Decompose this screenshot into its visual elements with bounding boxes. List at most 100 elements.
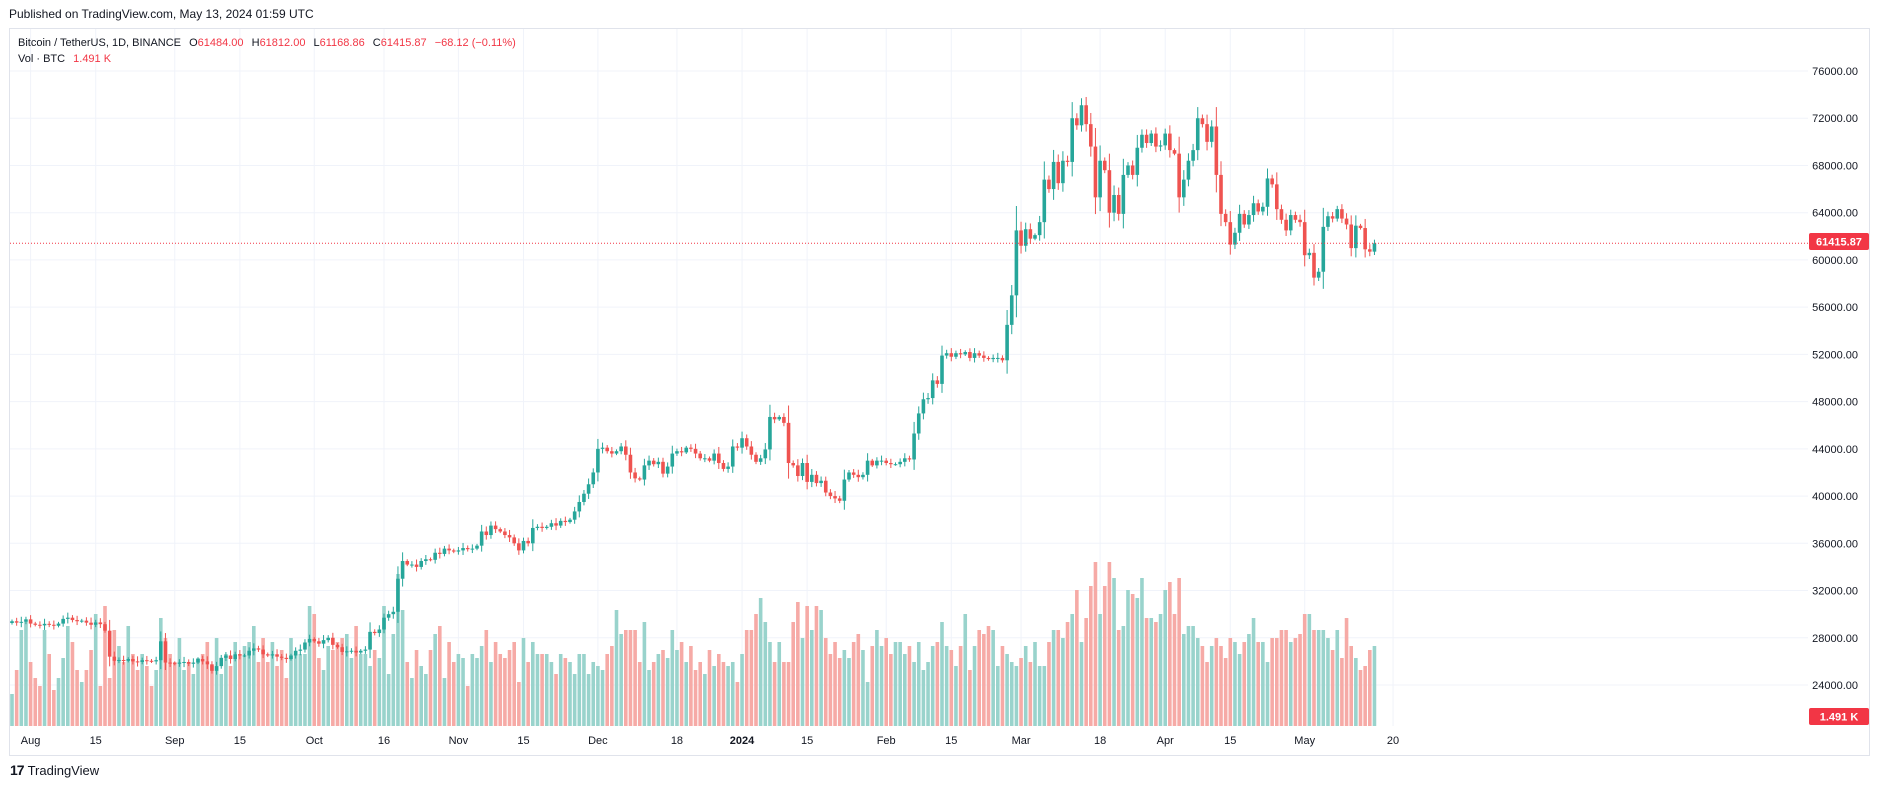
candle-body <box>633 472 637 479</box>
candle-body <box>703 458 707 460</box>
volume-bar <box>814 606 819 726</box>
volume-bar <box>1098 614 1102 726</box>
volume-bar <box>768 642 772 726</box>
volume-bar <box>717 654 721 726</box>
time-tick-label: Mar <box>1012 735 1031 747</box>
candle-body <box>772 416 777 420</box>
volume-bar <box>1200 646 1205 726</box>
volume-bar <box>19 630 24 726</box>
volume-bar <box>1251 618 1256 726</box>
candle-body <box>656 461 661 465</box>
volume-bar <box>205 642 210 726</box>
volume-bar <box>1014 666 1019 726</box>
volume-bar <box>396 574 400 726</box>
candle-body <box>279 656 284 658</box>
candle-body <box>884 460 888 464</box>
symbol-legend: Bitcoin / TetherUS, 1D, BINANCE O61484.0… <box>18 35 516 67</box>
volume-bar <box>563 658 568 726</box>
high-label: H <box>251 37 260 49</box>
volume-bar <box>842 650 847 726</box>
volume-bar <box>507 650 512 726</box>
candle-body <box>800 463 805 477</box>
candle-body <box>228 655 233 660</box>
candle-body <box>651 460 656 465</box>
candle-body <box>317 641 321 644</box>
candle-body <box>103 624 107 631</box>
volume-bar <box>265 662 270 726</box>
volume-bar <box>1051 630 1056 726</box>
candle-body <box>572 511 577 520</box>
low-label: L <box>313 37 320 49</box>
volume-bar <box>954 666 958 726</box>
price-candles <box>10 96 1377 675</box>
volume-bar <box>512 642 516 726</box>
volume-bar <box>930 646 935 726</box>
candle-body <box>247 650 251 656</box>
volume-bar <box>1065 622 1070 726</box>
volume-bar <box>10 694 14 726</box>
candle-body <box>1326 216 1330 227</box>
candle-body <box>577 501 582 512</box>
volume-bar <box>172 662 177 726</box>
time-tick-label: Sep <box>165 735 185 747</box>
tradingview-footer[interactable]: 17 TradingView <box>10 762 99 778</box>
volume-bar <box>33 678 38 726</box>
volume-bar <box>503 658 507 726</box>
volume-bar <box>1089 586 1093 726</box>
candle-body <box>1019 230 1023 246</box>
last-price-badge-label: 61415.87 <box>1816 237 1862 249</box>
volume-bar <box>461 658 465 726</box>
volume-bar <box>52 690 56 726</box>
candle-body <box>963 352 968 355</box>
candle-body <box>735 446 740 448</box>
candle-body <box>79 620 84 622</box>
volume-bar <box>493 642 498 726</box>
candle-body <box>521 540 526 551</box>
candle-body <box>754 454 758 462</box>
published-caption: Published on TradingView.com, May 13, 20… <box>9 7 314 21</box>
volume-bar <box>1265 662 1270 726</box>
candle-body <box>1191 150 1195 161</box>
candle-body <box>610 451 614 454</box>
volume-bar <box>224 654 228 726</box>
candle-body <box>540 526 544 528</box>
volume-bar <box>447 642 451 726</box>
last-volume-badge-label: 1.491 K <box>1820 712 1859 724</box>
volume-bar <box>721 662 726 726</box>
volume-bar <box>1028 662 1033 726</box>
candle-body <box>372 631 377 634</box>
candle-body <box>1144 134 1149 144</box>
candle-body <box>61 618 65 624</box>
candle-body <box>154 660 158 662</box>
volume-bar <box>400 610 405 726</box>
low-value: 61168.86 <box>319 37 365 49</box>
volume-bar <box>1126 590 1130 726</box>
time-tick-label: 18 <box>671 735 683 747</box>
volume-bar <box>140 654 144 726</box>
volume-bar <box>1061 638 1065 726</box>
candle-body <box>605 447 609 452</box>
volume-bar <box>1154 622 1158 726</box>
volume-bar <box>1102 586 1107 726</box>
volume-bar <box>647 670 651 726</box>
volume-bar <box>977 630 981 726</box>
volume-bar <box>1209 646 1214 726</box>
volume-bar <box>1233 642 1237 726</box>
candle-body <box>1070 118 1074 162</box>
candle-body <box>1154 133 1158 147</box>
volume-bar <box>103 606 107 726</box>
candle-body <box>270 654 275 656</box>
candle-body <box>331 637 335 645</box>
volume-bar <box>1293 638 1298 726</box>
candle-body <box>637 478 642 480</box>
time-tick-label: 15 <box>801 735 813 747</box>
volume-bar <box>730 662 735 726</box>
candle-body <box>684 447 689 453</box>
volume-bar <box>1037 666 1042 726</box>
candle-body <box>354 650 358 653</box>
volume-bar <box>479 646 484 726</box>
volume-bar <box>986 626 991 726</box>
candle-body <box>177 662 182 664</box>
volume-bar <box>121 662 126 726</box>
